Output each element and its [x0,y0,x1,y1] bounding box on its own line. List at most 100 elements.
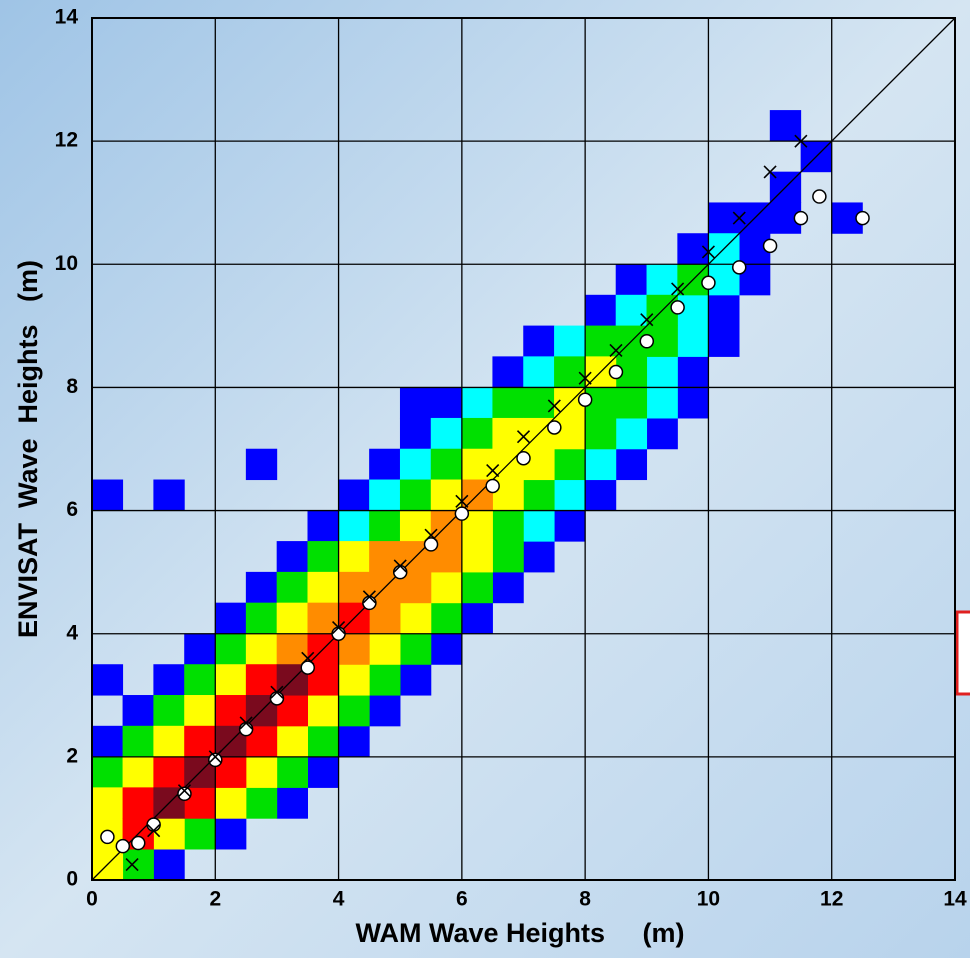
density-cell [245,664,278,696]
density-cell [276,787,308,819]
plot-area [91,17,956,881]
mean-circle [208,752,223,768]
density-cell [677,233,709,265]
density-cell [584,417,617,450]
x-tick-label: 8 [579,888,591,911]
density-cell [708,294,740,327]
density-cell [91,756,124,788]
plot-frame [91,17,956,881]
density-cell [153,848,185,881]
density-cell [584,479,617,511]
density-cell [430,602,463,634]
density-cell [369,479,401,511]
density-cell [492,387,524,419]
mean-cross [455,494,469,508]
density-cell [584,448,617,481]
mean-cross [393,559,407,573]
y-tick-label: 0 [66,868,78,891]
density-cell [554,448,586,481]
density-cell [307,695,339,727]
mean-circle [300,660,315,675]
density-cell [523,356,555,388]
density-cell [338,695,370,727]
mean-cross [578,371,592,385]
cropped-box [955,610,970,696]
density-cell [153,725,185,758]
y-tick-label: 10 [55,252,78,275]
y-tick-label: 2 [66,744,78,767]
density-cell [399,510,432,542]
density-cell [461,541,493,573]
density-cell [430,448,463,481]
mean-cross [362,590,376,604]
x-tick-label: 10 [697,888,720,911]
density-cell [276,633,308,665]
mean-circle [516,450,531,466]
mean-cross [301,651,315,665]
density-cell [215,602,247,634]
y-tick-label: 6 [66,498,78,521]
mean-cross [763,165,777,179]
density-cell [215,664,247,696]
y-tick-label: 12 [55,129,78,152]
mean-circle [762,238,778,254]
density-cell [399,479,432,511]
density-cell [153,695,185,727]
mean-cross [547,399,561,413]
density-cell [646,356,678,388]
density-cell [215,695,247,727]
density-cell [646,417,678,450]
mean-cross [516,430,531,444]
mean-circle [547,420,562,435]
density-cell [430,571,463,604]
density-cell [430,633,463,665]
density-cell [677,387,709,419]
mean-circle [130,835,146,851]
density-cell [122,848,154,881]
density-cell [399,664,432,696]
mean-circle [269,691,285,706]
density-cell [461,571,493,604]
mean-cross [486,463,500,478]
density-cell [122,695,154,727]
mean-circle [331,626,346,641]
density-cell [307,725,339,758]
density-cell [91,725,124,758]
mean-circle [855,210,870,226]
mean-circle [577,392,593,407]
mean-circle [115,838,131,854]
mean-cross [147,824,161,838]
density-cell [338,541,370,573]
density-cell [492,356,524,388]
density-cell [584,294,617,327]
density-cell [245,571,278,604]
density-cell [646,387,678,419]
mean-circle [485,478,500,494]
density-cell [153,756,185,788]
density-cell [307,541,339,573]
x-tick-label: 0 [86,888,98,911]
x-tick-label: 14 [943,888,967,911]
density-cell [430,387,463,419]
mean-circle [670,300,685,315]
density-cell [523,510,555,542]
x-tick-label: 4 [333,888,345,911]
y-tick-label: 14 [55,6,79,29]
density-cell [245,756,278,788]
mean-circle [100,829,115,845]
mean-cross [177,784,192,798]
density-cell [153,664,185,696]
mean-circle [238,721,254,737]
y-tick-label: 4 [66,621,78,644]
mean-cross [609,343,623,358]
density-cell [677,356,709,388]
density-cell [492,510,524,542]
density-cell [245,787,278,819]
x-tick-label: 12 [820,888,843,911]
density-cell [184,818,216,850]
x-tick-label: 2 [209,888,221,911]
density-cell [492,417,524,450]
density-cell [245,633,278,665]
density-cell [153,479,185,511]
